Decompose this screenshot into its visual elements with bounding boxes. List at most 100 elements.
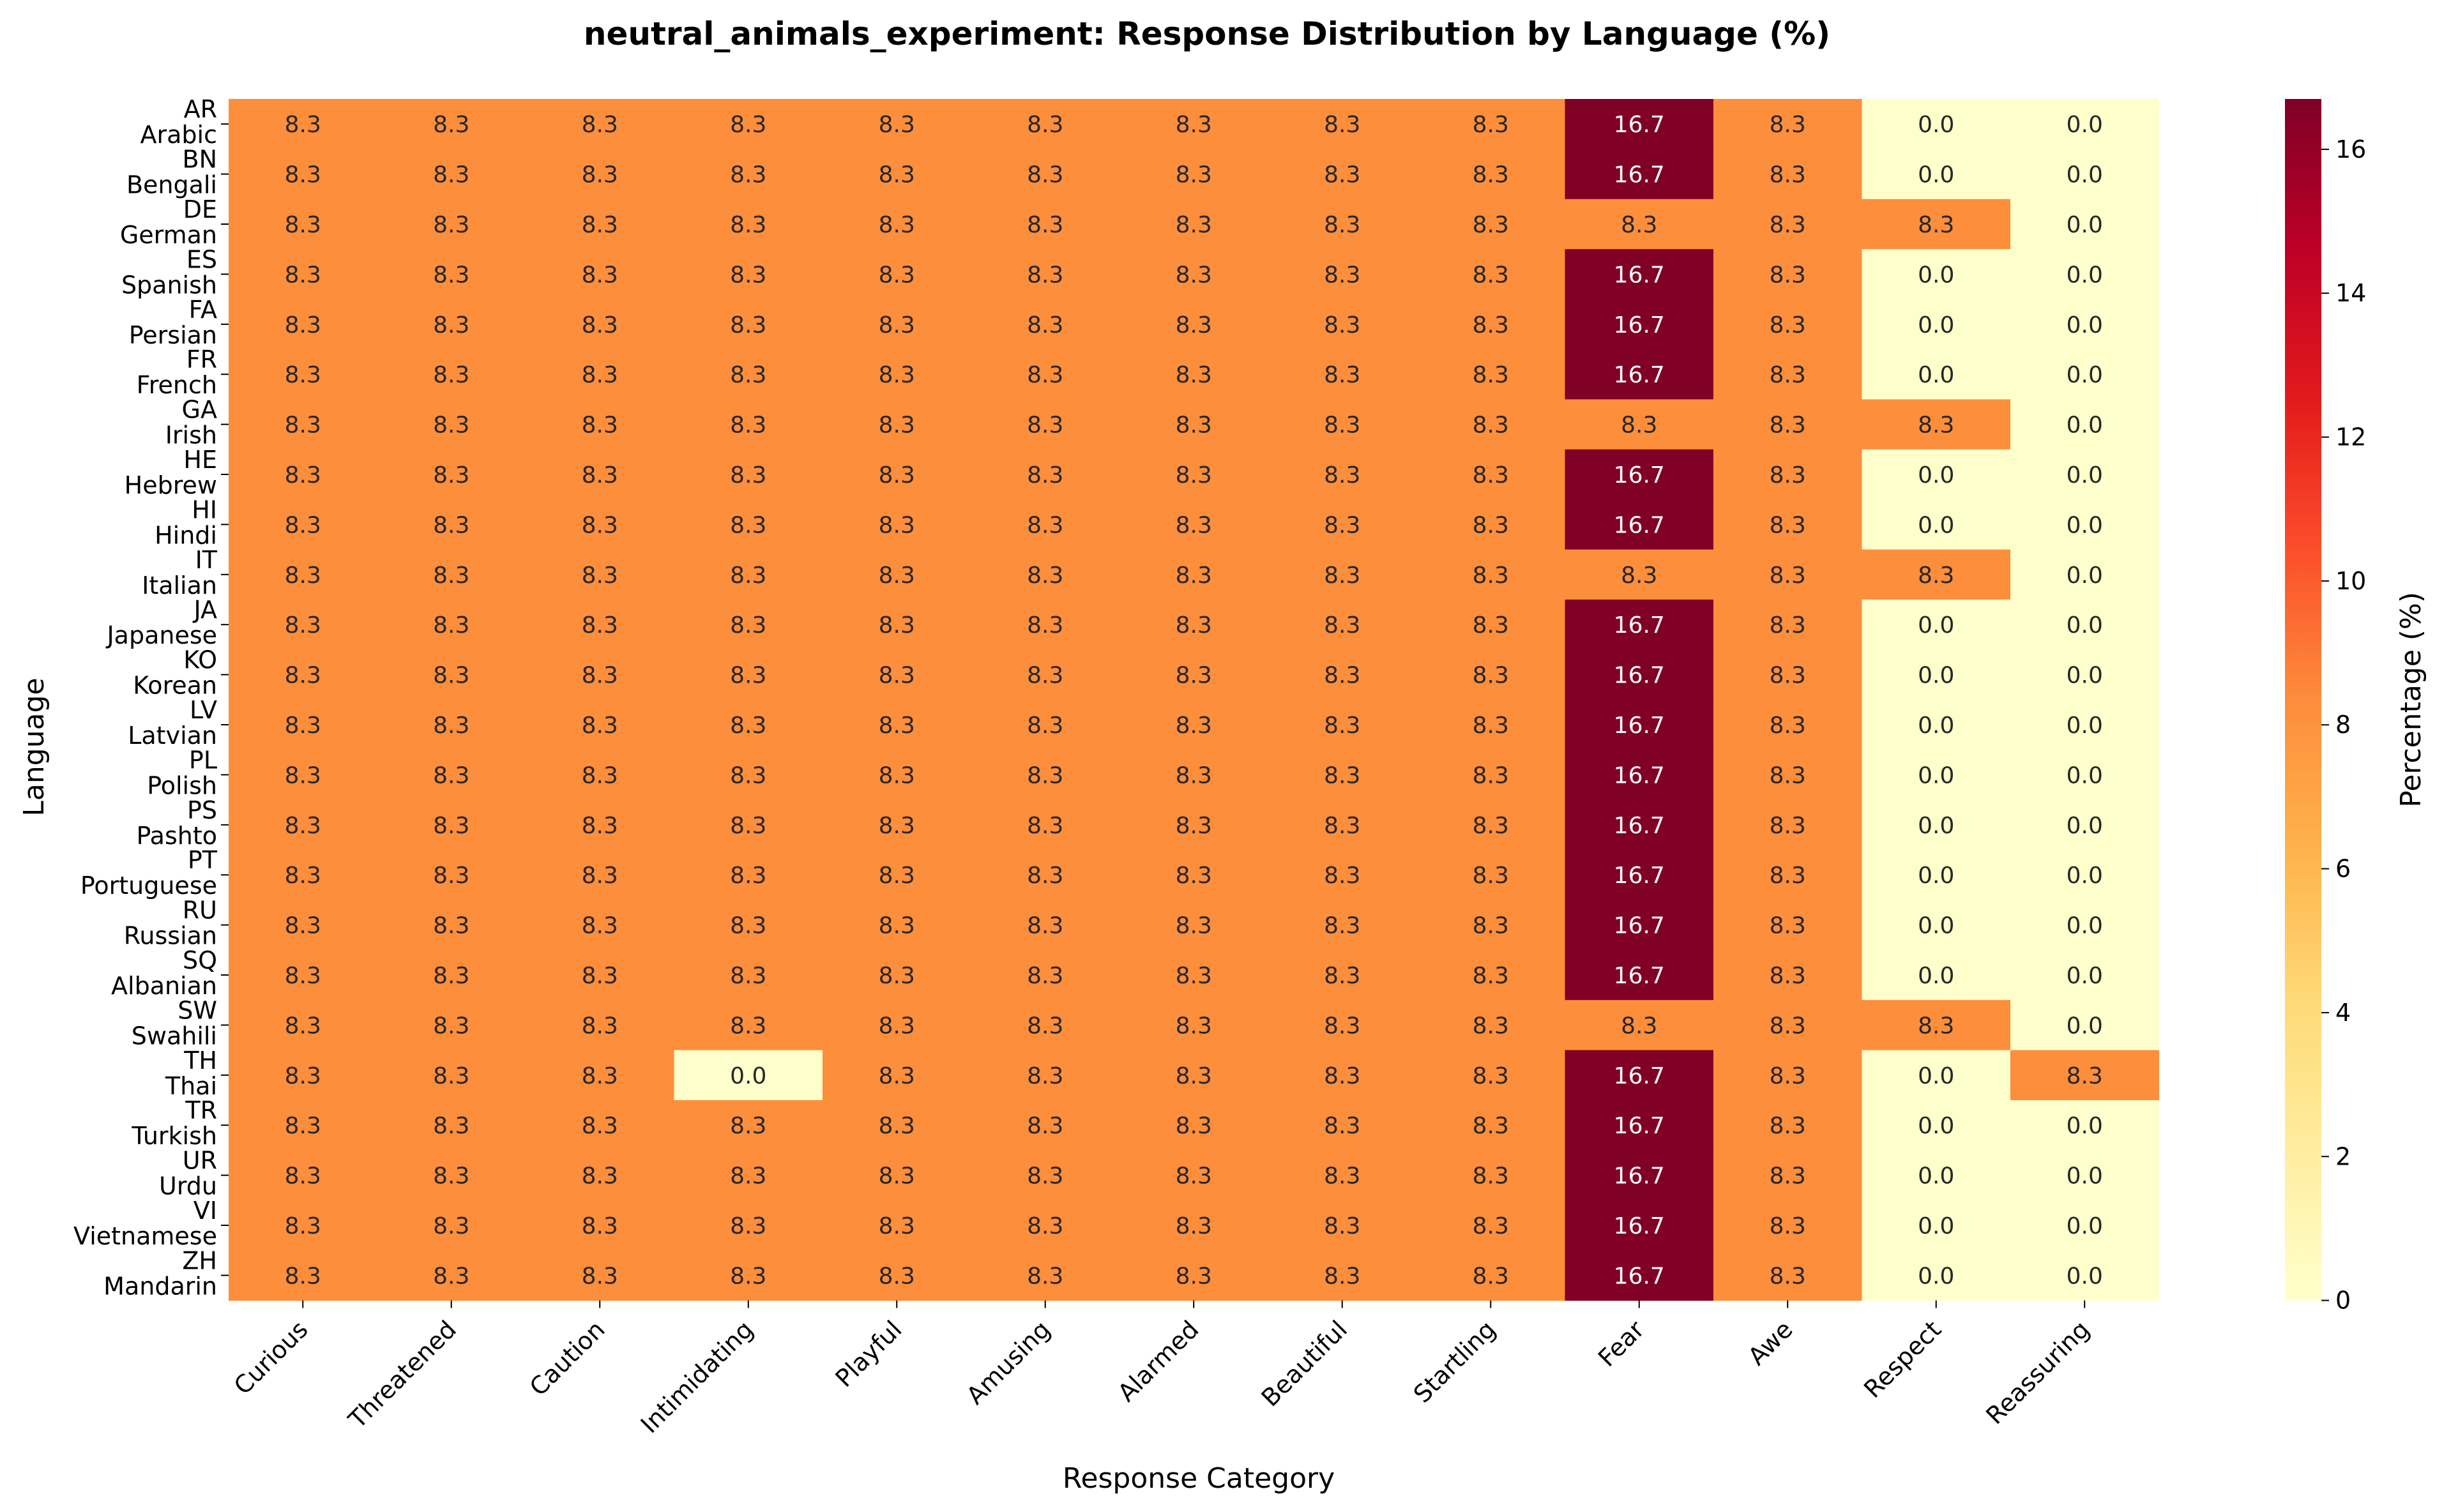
cell-value-label: 8.3 <box>730 713 766 739</box>
cell-value-label: 16.7 <box>1614 462 1665 488</box>
heatmap-cell <box>1713 900 1863 951</box>
heatmap-cell <box>229 149 378 200</box>
cell-value-label: 8.3 <box>582 162 618 188</box>
y-tick-name: Hebrew <box>125 471 217 499</box>
cell-value-label: 8.3 <box>730 563 766 589</box>
x-tick-label: Threatened <box>343 1315 462 1434</box>
heatmap-cell <box>1119 349 1269 400</box>
cell-value-label: 16.7 <box>1614 1213 1665 1239</box>
y-tick-code: SQ <box>183 946 217 974</box>
cell-value-label: 8.3 <box>1473 863 1509 889</box>
heatmap-cell <box>2010 850 2160 900</box>
heatmap-cell <box>1565 99 1714 149</box>
heatmap-cell <box>2010 799 2160 850</box>
heatmap-cell <box>1119 199 1269 250</box>
cell-value-label: 8.3 <box>879 1213 915 1239</box>
heatmap-cell <box>2010 699 2160 750</box>
heatmap-cell <box>1416 699 1566 750</box>
heatmap-cell <box>2010 1200 2160 1251</box>
heatmap-cell <box>377 799 526 850</box>
cell-value-label: 8.3 <box>433 412 469 439</box>
colorbar-tick-label: 0 <box>2335 1287 2351 1315</box>
heatmap-cell <box>526 949 675 1001</box>
cell-value-label: 8.3 <box>582 813 618 839</box>
heatmap-cell <box>1268 850 1417 900</box>
cell-value-label: 8.3 <box>433 1113 469 1139</box>
heatmap-cell <box>1713 449 1863 500</box>
heatmap-cell <box>377 1150 526 1201</box>
heatmap-cell <box>2010 149 2160 200</box>
x-axis: Curious Threatened Caution Intimidating Play… <box>229 1300 2095 1439</box>
y-tick-code: PL <box>189 746 217 774</box>
heatmap-cell <box>1416 1100 1566 1151</box>
cell-value-label: 8.3 <box>1027 1263 1063 1289</box>
cell-value-label: 8.3 <box>1027 162 1063 188</box>
cell-value-label: 8.3 <box>1918 412 1954 439</box>
y-tick-code: AR <box>184 95 217 123</box>
cell-value-label: 8.3 <box>1770 813 1806 839</box>
cell-value-label: 8.3 <box>285 112 321 138</box>
heatmap-cell <box>1268 1000 1417 1051</box>
cell-value-label: 0.0 <box>2067 212 2103 238</box>
heatmap-cell <box>1268 799 1417 850</box>
cell-value-label: 8.3 <box>1176 312 1212 338</box>
cell-value-label: 16.7 <box>1614 362 1665 388</box>
cell-value-label: 8.3 <box>1027 262 1063 288</box>
heatmap-cell <box>674 399 823 450</box>
heatmap-cell <box>1862 549 2011 600</box>
cell-value-label: 8.3 <box>582 512 618 538</box>
cell-value-label: 8.3 <box>1027 112 1063 138</box>
cell-value-label: 8.3 <box>1027 713 1063 739</box>
heatmap-cell <box>377 249 526 300</box>
cell-value-label: 8.3 <box>1324 963 1360 989</box>
cell-value-label: 8.3 <box>1324 1113 1360 1139</box>
heatmap-cell <box>229 850 378 900</box>
heatmap-cell <box>1862 850 2011 900</box>
heatmap-cell <box>1565 1000 1714 1051</box>
heatmap-cell <box>823 600 972 650</box>
heatmap-cell <box>823 799 972 850</box>
y-axis-label: Language <box>18 677 50 816</box>
heatmap-cell <box>674 1200 823 1251</box>
cell-value-label: 0.0 <box>1918 162 1954 188</box>
heatmap-cell <box>2010 649 2160 700</box>
colorbar-axis: 0 2 4 6 8 10 12 14 16 <box>2321 135 2366 1315</box>
heatmap-cell <box>1565 900 1714 951</box>
x-tick-label: Awe <box>1743 1315 1798 1371</box>
heatmap-cell <box>377 1100 526 1151</box>
heatmap-cell <box>1268 99 1417 149</box>
cell-value-label: 16.7 <box>1614 663 1665 689</box>
heatmap-cell <box>1119 399 1269 450</box>
cell-value-label: 0.0 <box>1918 362 1954 388</box>
heatmap-cell <box>1268 399 1417 450</box>
heatmap-cell <box>2010 1150 2160 1201</box>
x-tick-label: Alarmed <box>1112 1315 1204 1407</box>
cell-value-label: 8.3 <box>433 262 469 288</box>
heatmap-cell <box>823 750 972 801</box>
cell-value-label: 8.3 <box>433 362 469 388</box>
heatmap-cell <box>1713 750 1863 801</box>
heatmap-cell <box>377 149 526 200</box>
heatmap-cell <box>823 249 972 300</box>
heatmap-cell <box>1713 199 1863 250</box>
cell-value-label: 16.7 <box>1614 312 1665 338</box>
heatmap-cell <box>1565 199 1714 250</box>
cell-value-label: 8.3 <box>285 1163 321 1190</box>
cell-value-label: 0.0 <box>2067 612 2103 639</box>
y-tick-code: JA <box>192 596 217 624</box>
heatmap-cell <box>1713 1000 1863 1051</box>
heatmap-cell <box>1565 349 1714 400</box>
cell-value-label: 8.3 <box>730 262 766 288</box>
cell-value-label: 8.3 <box>1324 1013 1360 1039</box>
heatmap-cell <box>526 900 675 951</box>
heatmap-cell <box>1862 99 2011 149</box>
heatmap-cell <box>1713 1050 1863 1101</box>
cell-value-label: 0.0 <box>2067 462 2103 488</box>
heatmap-cell <box>377 850 526 900</box>
cell-value-label: 0.0 <box>1918 963 1954 989</box>
colorbar-tick-label: 8 <box>2335 711 2351 739</box>
heatmap-cell <box>526 1000 675 1051</box>
cell-value-label: 8.3 <box>1324 262 1360 288</box>
heatmap-cell <box>2010 549 2160 600</box>
heatmap-cell <box>674 699 823 750</box>
